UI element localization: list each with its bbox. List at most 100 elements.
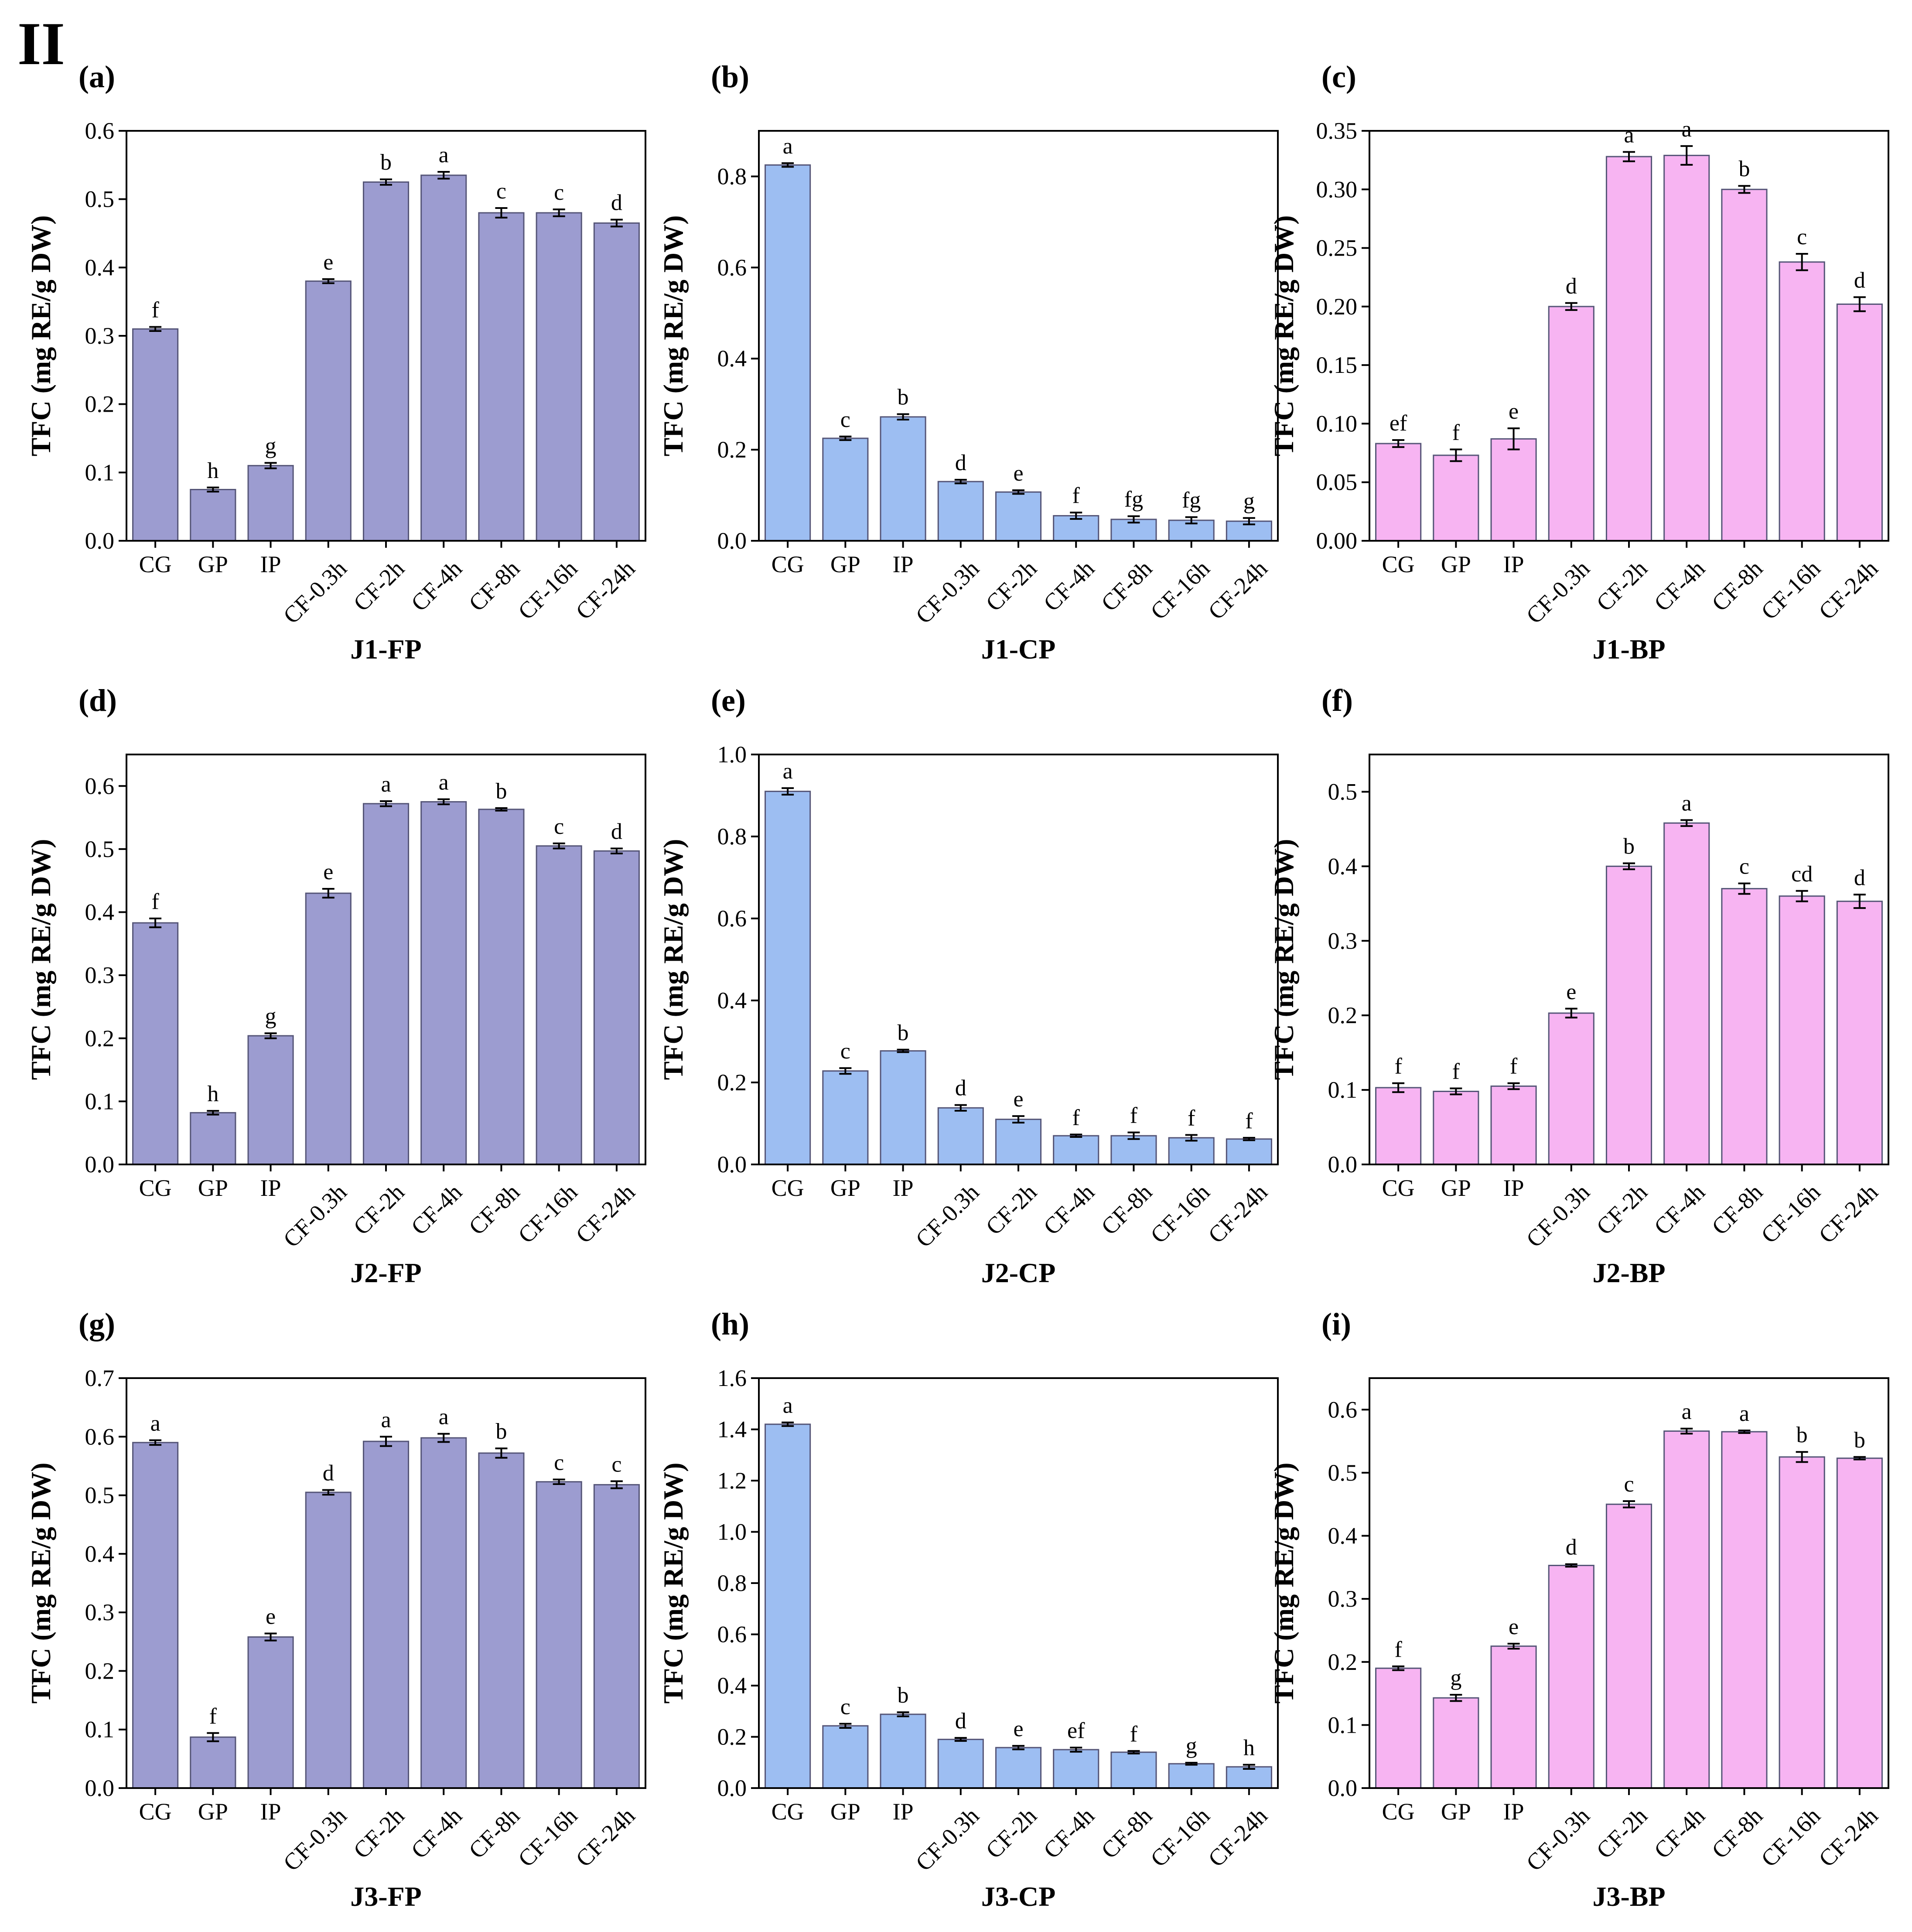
x-tick-label: CF-0.3h <box>1521 1179 1595 1253</box>
y-tick-label: 0.5 <box>85 1482 115 1509</box>
bar <box>880 1050 926 1165</box>
bar <box>1663 822 1710 1165</box>
bar <box>1110 1751 1157 1789</box>
x-tick-label: CF-0.3h <box>911 555 984 629</box>
significance-letter: e <box>1509 1615 1519 1639</box>
significance-letter: f <box>1072 483 1080 508</box>
bar <box>305 1492 352 1789</box>
x-tick-label: CF-2h <box>1591 1802 1653 1864</box>
bar <box>1490 1645 1537 1789</box>
y-tick-label: 0.30 <box>1316 176 1358 202</box>
significance-letter: f <box>209 1704 217 1729</box>
bar <box>1605 865 1653 1165</box>
y-tick-label: 0.8 <box>717 823 747 850</box>
significance-letter: c <box>840 1695 850 1720</box>
y-axis-label: TFC (mg RE/g DW) <box>25 1463 56 1704</box>
bar <box>1168 1137 1215 1165</box>
y-tick-label: 0.6 <box>717 254 747 280</box>
plot-frame <box>126 130 646 542</box>
bar <box>305 892 352 1165</box>
significance-letter: b <box>380 150 392 175</box>
significance-letter: d <box>1854 865 1865 890</box>
y-axis-label: TFC (mg RE/g DW) <box>25 839 56 1080</box>
bar <box>1663 1430 1710 1789</box>
x-tick-label: CF-2h <box>348 555 410 616</box>
y-axis-label: TFC (mg RE/g DW) <box>1268 1463 1299 1704</box>
y-tick-label: 0.1 <box>1328 1712 1358 1738</box>
bar <box>1226 1138 1272 1165</box>
y-axis-label: TFC (mg RE/g DW) <box>1268 215 1299 457</box>
y-tick-label: 0.6 <box>85 1423 115 1450</box>
x-tick-label: CG <box>1382 551 1415 577</box>
y-tick-label: 1.2 <box>717 1468 747 1494</box>
bar <box>478 809 525 1165</box>
chart-title: J1-CP <box>981 634 1056 665</box>
significance-letter: f <box>1394 1637 1402 1662</box>
bar <box>1053 515 1099 542</box>
significance-letter: c <box>840 1039 850 1064</box>
bar <box>420 174 467 542</box>
chart-title: J2-FP <box>350 1257 422 1288</box>
significance-letter: g <box>265 434 277 458</box>
significance-letter: c <box>554 1450 564 1475</box>
y-tick-label: 0.1 <box>85 459 115 485</box>
y-tick-label: 0.7 <box>85 1365 115 1391</box>
bar <box>190 1112 236 1165</box>
bar <box>995 1747 1042 1789</box>
chart-panel-7: (g) 0.0 0.1 0.2 0.3 0.4 0.5 0.6 0.7 TFC (mg RE/g … <box>25 1307 646 1912</box>
chart-title: J3-CP <box>981 1881 1056 1912</box>
bar <box>190 1736 236 1789</box>
significance-letter: e <box>323 860 333 884</box>
y-tick-label: 0.2 <box>717 1724 747 1750</box>
x-tick-label: CF-16h <box>1756 555 1825 625</box>
significance-letter: e <box>1509 399 1519 424</box>
figure-label: II <box>17 10 65 78</box>
panel-label: (e) <box>711 683 746 718</box>
x-tick-label: GP <box>1441 1175 1471 1201</box>
chart-panel-2: (b) 0.0 0.2 0.4 0.6 0.8 TFC (mg RE/g DW) a CG c GP… <box>658 59 1279 665</box>
bar <box>593 850 640 1165</box>
y-tick-label: 1.0 <box>717 741 747 768</box>
bar <box>822 1070 869 1165</box>
bar <box>1779 1456 1825 1789</box>
significance-letter: fg <box>1124 487 1143 512</box>
y-tick-label: 0.20 <box>1316 294 1358 320</box>
x-tick-label: CG <box>772 551 804 577</box>
significance-letter: b <box>898 385 909 410</box>
y-tick-label: 0.0 <box>717 528 747 554</box>
y-tick-label: 0.2 <box>85 1025 115 1051</box>
plot-frame <box>758 1377 1279 1789</box>
bar <box>132 922 179 1165</box>
significance-letter: d <box>1854 268 1865 293</box>
y-tick-label: 0.4 <box>85 1541 115 1567</box>
x-tick-label: CF-4h <box>1649 555 1710 616</box>
bar <box>1490 438 1537 542</box>
bar <box>1433 1091 1479 1165</box>
bar <box>880 416 926 542</box>
y-tick-label: 0.2 <box>85 1658 115 1684</box>
x-tick-label: GP <box>198 1799 228 1825</box>
y-tick-label: 0.35 <box>1316 118 1358 144</box>
significance-letter: f <box>1072 1105 1080 1130</box>
y-tick-label: 0.0 <box>85 1151 115 1178</box>
y-tick-label: 0.4 <box>1328 1523 1358 1549</box>
x-tick-label: CF-0.3h <box>278 555 352 629</box>
bar <box>1836 1458 1883 1789</box>
x-tick-label: CF-24h <box>570 1802 640 1872</box>
significance-letter: f <box>1510 1054 1518 1079</box>
significance-letter: a <box>1682 1400 1692 1424</box>
significance-letter: f <box>1130 1103 1138 1128</box>
bar <box>1605 156 1653 542</box>
y-tick-label: 0.6 <box>85 118 115 144</box>
y-tick-label: 1.4 <box>717 1417 747 1443</box>
bar <box>362 803 410 1165</box>
chart-title: J2-BP <box>1592 1257 1665 1288</box>
x-tick-label: CF-0.3h <box>911 1802 984 1876</box>
significance-letter: b <box>495 1419 507 1444</box>
y-tick-label: 0.2 <box>1328 1649 1358 1675</box>
x-tick-label: CF-2h <box>981 555 1042 616</box>
significance-letter: fg <box>1182 488 1201 513</box>
significance-letter: c <box>1797 225 1807 249</box>
panel-label: (b) <box>711 59 749 94</box>
